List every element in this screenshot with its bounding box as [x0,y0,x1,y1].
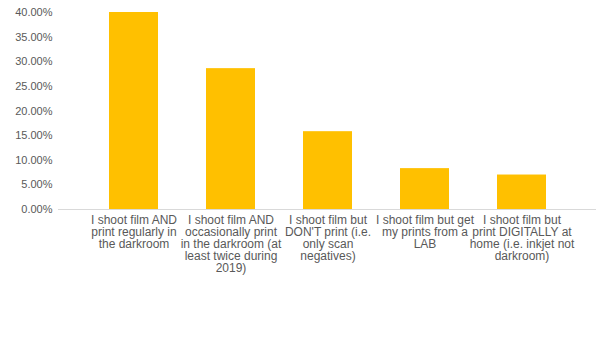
svg-text:I shoot film ANDprint regularl: I shoot film ANDprint regularly inthe da… [91,213,177,251]
svg-text:5.00%: 5.00% [21,178,52,190]
svg-text:I shoot film butDON'T print (i: I shoot film butDON'T print (i.e.only sc… [285,213,371,263]
svg-text:0.00%: 0.00% [21,203,52,215]
svg-text:35.00%: 35.00% [15,31,53,43]
svg-text:25.00%: 25.00% [15,80,53,92]
svg-text:20.00%: 20.00% [15,105,53,117]
svg-text:I shoot film butprint DIGITALL: I shoot film butprint DIGITALLY athome (… [470,213,575,263]
svg-text:I shoot film but getmy prints: I shoot film but getmy prints from aLAB [376,213,475,251]
svg-text:10.00%: 10.00% [15,154,53,166]
svg-text:40.00%: 40.00% [15,6,53,18]
svg-text:I shoot film ANDoccasionally p: I shoot film ANDoccasionally printin the… [181,213,282,275]
svg-text:15.00%: 15.00% [15,129,53,141]
svg-text:30.00%: 30.00% [15,55,53,67]
